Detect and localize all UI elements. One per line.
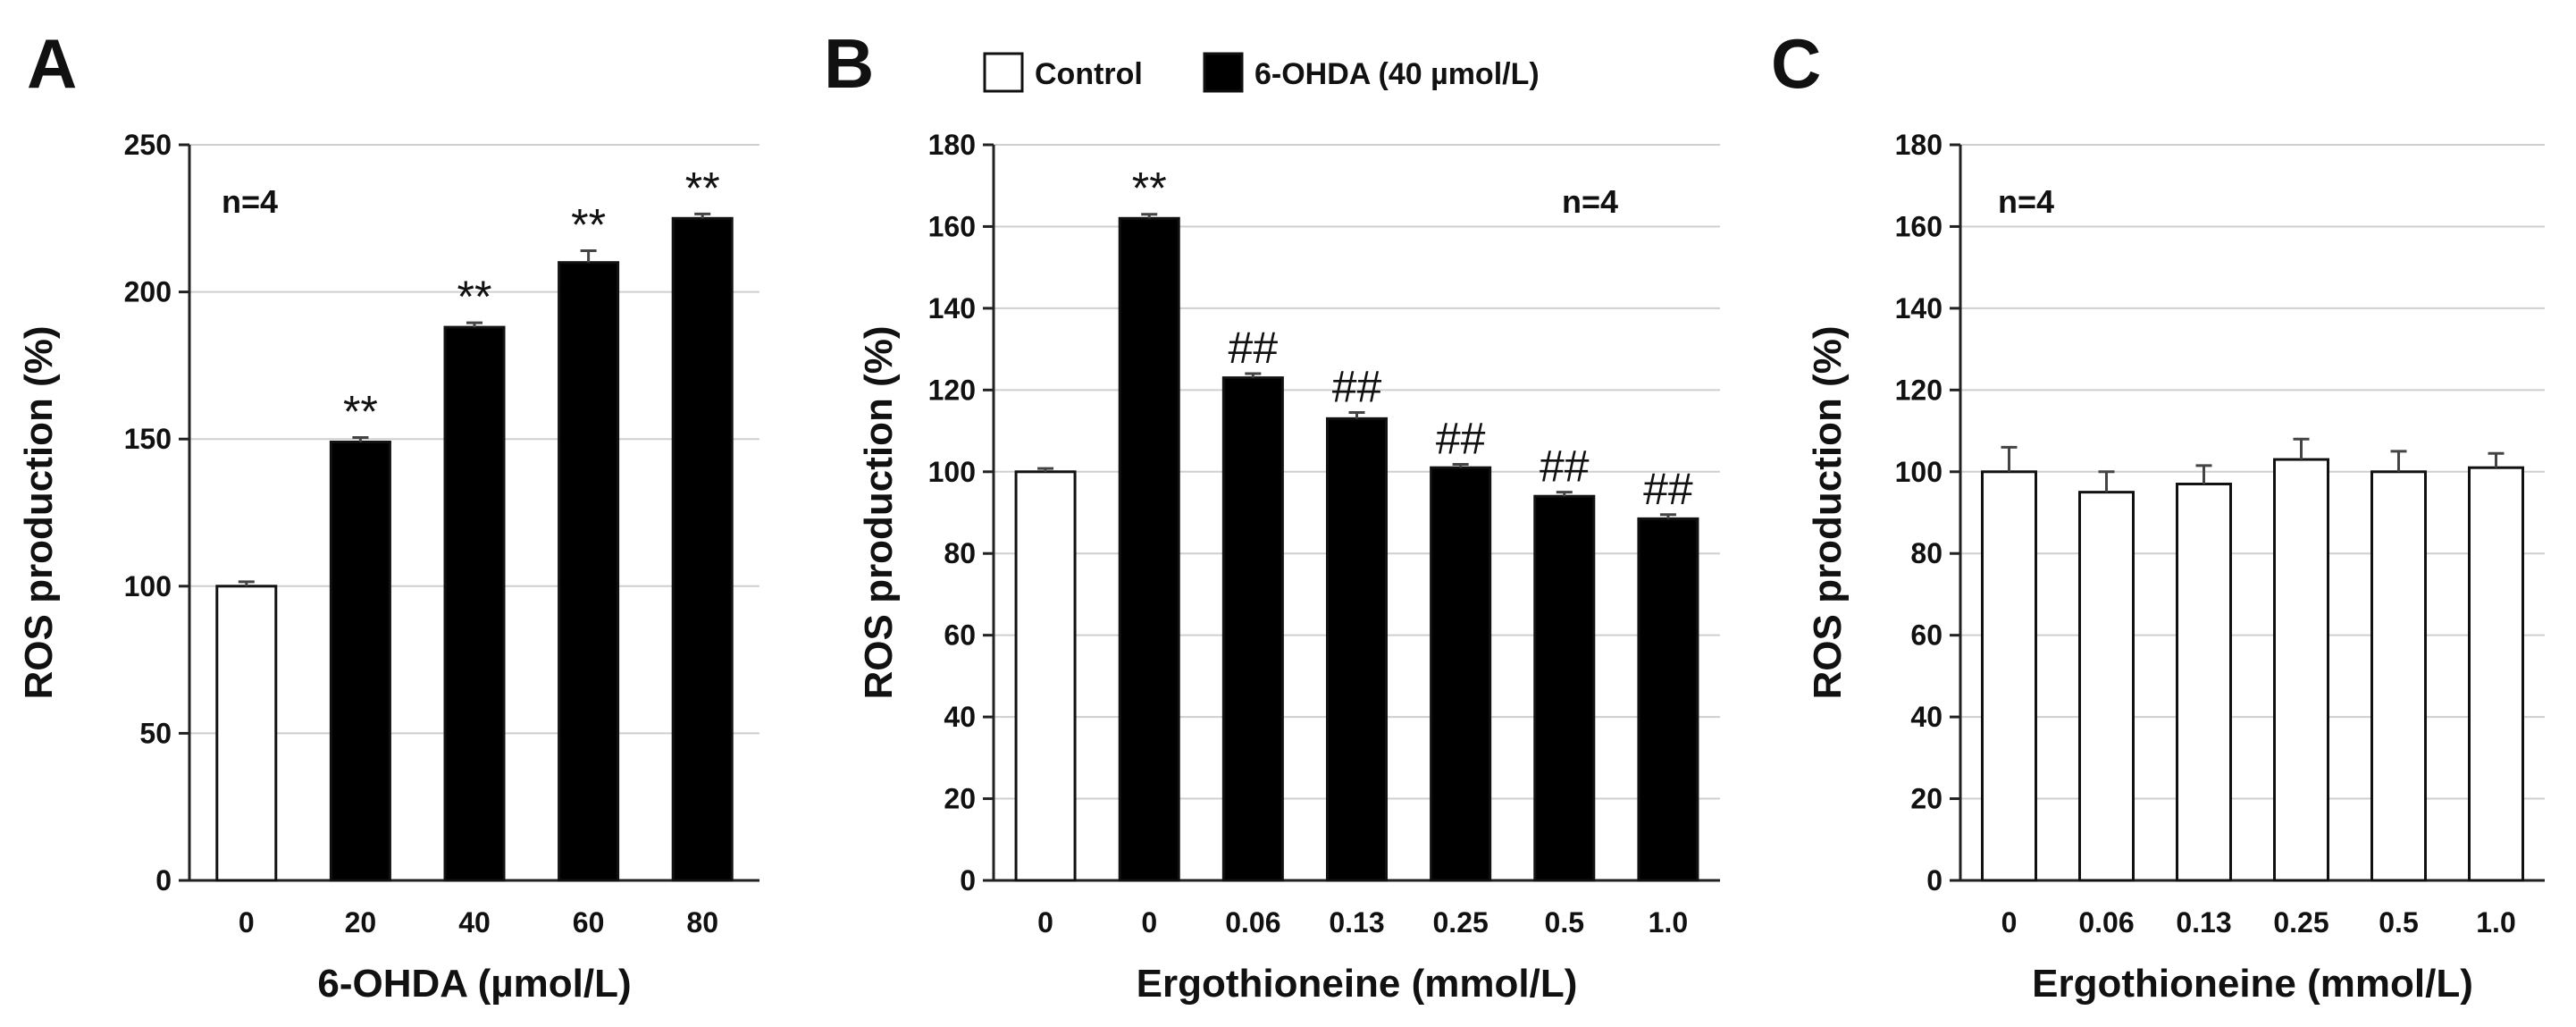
bar: [2370, 470, 2427, 882]
y-tick-label: 140: [1895, 292, 1942, 324]
x-tick-label: 0.25: [2273, 906, 2328, 939]
significance-label: ##: [1540, 442, 1590, 492]
bar: [2078, 491, 2135, 882]
x-tick-label: 0: [1037, 906, 1053, 939]
bar: [2273, 458, 2329, 882]
bar: [1118, 216, 1180, 882]
significance-label: **: [343, 387, 378, 437]
y-tick-label: 0: [960, 864, 976, 897]
significance-label: **: [1132, 164, 1167, 214]
x-tick-label: 0.06: [2078, 906, 2134, 939]
y-tick-label: 40: [1910, 701, 1942, 733]
x-tick-label: 0: [1141, 906, 1157, 939]
bar: [1637, 517, 1699, 882]
y-tick-label: 60: [944, 619, 976, 652]
y-tick-label: 140: [928, 292, 976, 324]
panel-letter-c: C: [1771, 24, 1821, 103]
n-label: n=4: [1998, 183, 2054, 220]
significance-label: **: [571, 200, 606, 250]
bar: [1430, 466, 1492, 882]
significance-label: ##: [1229, 323, 1279, 373]
bar: [558, 261, 620, 882]
bar: [2468, 466, 2524, 882]
bar: [443, 325, 506, 882]
y-tick-label: 200: [124, 276, 172, 308]
x-tick-label: 0.13: [1329, 906, 1384, 939]
x-axis-title: Ergothioneine (mmol/L): [2032, 962, 2473, 1006]
legend-label-6ohda: 6-OHDA (40 µmol/L): [1254, 57, 1540, 91]
y-tick-label: 100: [124, 570, 172, 602]
x-tick-label: 1.0: [1649, 906, 1688, 939]
bar: [1981, 470, 2037, 882]
y-axis-title: ROS production (%): [857, 326, 901, 700]
x-tick-label: 0.13: [2176, 906, 2231, 939]
x-tick-label: 80: [686, 906, 718, 939]
panel-a: A 0 50 100 150 200 250 0 20 ** 40 ** 60 ** 80 ** n=4 6-O…: [17, 24, 759, 1006]
significance-label: ##: [1332, 361, 1382, 411]
bar: [2176, 482, 2232, 882]
x-tick-label: 20: [345, 906, 377, 939]
y-tick-label: 150: [124, 423, 172, 455]
panel-letter-b: B: [824, 24, 874, 103]
bar: [1221, 376, 1284, 882]
panel-c-plot: 0 20 40 60 80 100 120 140 160 180 0 0.06 0.13 0.25 0.5…: [1806, 129, 2545, 1006]
x-tick-label: 1.0: [2476, 906, 2515, 939]
y-tick-label: 80: [944, 537, 976, 569]
bar: [1326, 417, 1388, 882]
x-tick-label: 0.06: [1225, 906, 1280, 939]
panel-a-plot: 0 50 100 150 200 250 0 20 ** 40 ** 60 ** 80 ** n=4 6-OHD…: [17, 129, 759, 1006]
y-tick-label: 40: [944, 701, 976, 733]
x-tick-label: 0.5: [1545, 906, 1584, 939]
x-tick-label: 0: [239, 906, 255, 939]
significance-label: ##: [1436, 414, 1486, 464]
y-tick-label: 20: [944, 783, 976, 815]
x-axis-title: 6-OHDA (µmol/L): [317, 962, 631, 1006]
significance-label: ##: [1643, 464, 1693, 514]
bar: [329, 440, 391, 882]
y-tick-label: 0: [155, 864, 172, 897]
x-tick-label: 0.5: [2379, 906, 2418, 939]
x-tick-label: 60: [573, 906, 605, 939]
y-tick-label: 20: [1910, 783, 1942, 815]
bar: [215, 585, 278, 882]
panel-b: B 0 20 40 60 80 100 120 140 160 180 0 0 ** 0.06 ## 0.13…: [824, 24, 1720, 1006]
bar: [1014, 470, 1077, 882]
bar: [671, 216, 734, 882]
y-tick-label: 180: [1895, 129, 1942, 161]
y-tick-label: 100: [1895, 456, 1942, 488]
y-tick-label: 160: [1895, 210, 1942, 242]
y-tick-label: 250: [124, 129, 172, 161]
x-tick-label: 0: [2001, 906, 2018, 939]
legend-swatch-control: [983, 52, 1024, 93]
y-tick-label: 80: [1910, 537, 1942, 569]
significance-label: **: [457, 272, 492, 322]
y-tick-label: 120: [928, 374, 976, 406]
legend: Control 6-OHDA (40 µmol/L): [983, 52, 1540, 93]
x-tick-label: 40: [458, 906, 491, 939]
y-tick-label: 50: [139, 717, 172, 749]
y-axis-title: ROS production (%): [1806, 326, 1850, 700]
y-tick-label: 160: [928, 210, 976, 242]
significance-label: **: [685, 163, 720, 213]
y-tick-label: 120: [1895, 374, 1942, 406]
legend-swatch-6ohda: [1203, 52, 1244, 93]
y-axis-title: ROS production (%): [17, 326, 61, 700]
x-tick-label: 0.25: [1433, 906, 1489, 939]
y-tick-label: 60: [1910, 619, 1942, 652]
y-tick-label: 180: [928, 129, 976, 161]
n-label: n=4: [222, 183, 278, 220]
y-tick-label: 0: [1926, 864, 1942, 897]
panel-letter-a: A: [27, 24, 77, 103]
x-axis-title: Ergothioneine (mmol/L): [1137, 962, 1578, 1006]
n-label: n=4: [1562, 183, 1618, 220]
legend-label-control: Control: [1035, 57, 1143, 91]
y-tick-label: 100: [928, 456, 976, 488]
bar: [1533, 494, 1596, 882]
panel-b-plot: 0 20 40 60 80 100 120 140 160 180 0 0 ** 0.06 ## 0.13 ##…: [857, 129, 1720, 1006]
